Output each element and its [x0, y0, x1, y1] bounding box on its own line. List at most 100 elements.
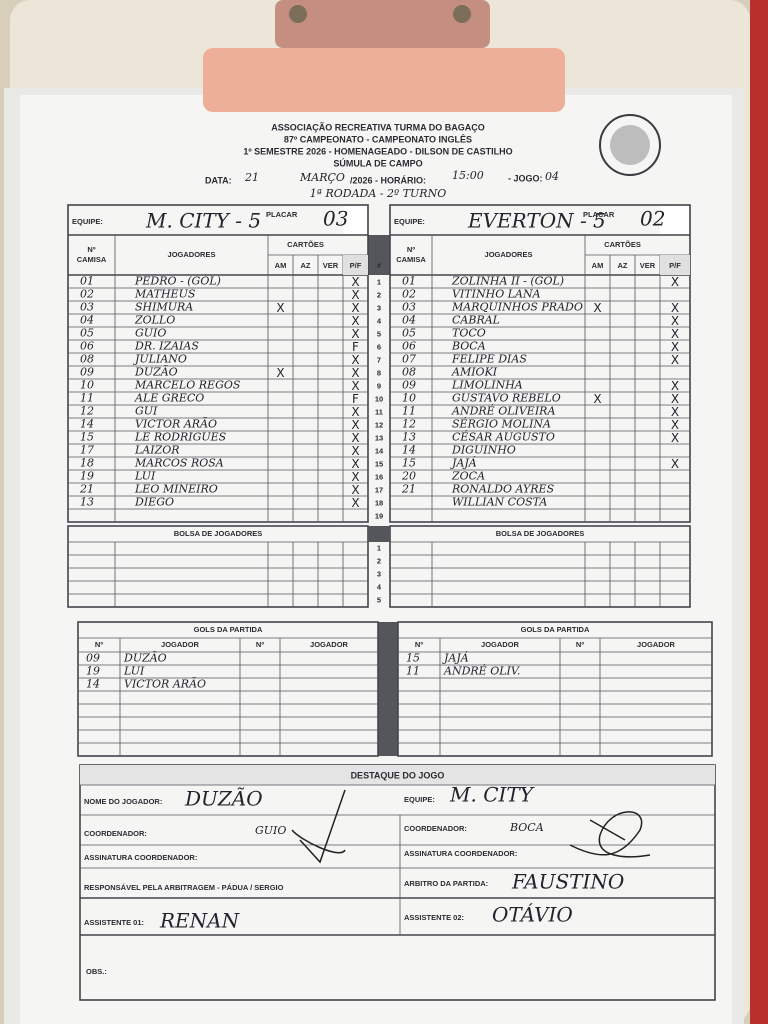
player-number: 15: [80, 431, 94, 444]
row-number: 4: [377, 316, 382, 325]
player-name: ZOCA: [451, 470, 485, 483]
col-ver: VER: [640, 261, 656, 270]
player-number: 01: [402, 275, 416, 288]
assistant1-label: ASSISTENTE 01:: [84, 918, 144, 927]
col-pf: P/F: [669, 261, 681, 270]
red-edge: [750, 0, 768, 1024]
presence: X: [351, 418, 359, 432]
player-name: MARCELO REGOS: [134, 379, 241, 392]
form: ASSOCIAÇÃO RECREATIVA TURMA DO BAGAÇO87º…: [67, 122, 716, 1001]
month: MARÇO: [299, 171, 345, 184]
player-name: SÉRGIO MOLINA: [452, 417, 551, 431]
player-name: TOCO: [452, 327, 486, 340]
presence: X: [671, 457, 679, 471]
row-number: 19: [375, 511, 383, 520]
player-name: MARCOS ROSA: [134, 457, 224, 470]
player-name: DIEGO: [134, 496, 174, 509]
goals-player-header: JOGADOR: [310, 640, 349, 649]
row-number: 8: [377, 368, 381, 377]
player-name: PEDRO - (GOL): [134, 275, 221, 288]
col-players: JOGADORES: [485, 250, 533, 259]
row-number: 1: [377, 277, 381, 286]
presence: X: [351, 431, 359, 445]
player-number: 21: [79, 483, 94, 496]
goals-title: GOLS DA PARTIDA: [521, 625, 590, 634]
player-number: 21: [401, 483, 416, 496]
presence: X: [671, 379, 679, 393]
player-number: 13: [402, 431, 416, 444]
referee-responsible: RESPONSÁVEL PELA ARBITRAGEM - PÁDUA / SE…: [84, 883, 284, 892]
goals-title: GOLS DA PARTIDA: [194, 625, 263, 634]
presence: X: [671, 418, 679, 432]
col-number: CAMISA: [396, 255, 426, 264]
presence: X: [351, 457, 359, 471]
player-name: ALE GRECO: [134, 392, 204, 405]
player-number: 20: [401, 470, 416, 483]
shade: [343, 255, 368, 275]
team-table: [67, 204, 369, 523]
presence: X: [671, 405, 679, 419]
goal-player: DUZÃO: [123, 651, 167, 665]
bench-row-number: 2: [377, 556, 381, 565]
player-name: FELIPE DIAS: [451, 353, 527, 366]
player-name: WILLIAN COSTA: [452, 496, 547, 509]
presence: X: [351, 379, 359, 393]
presence: X: [351, 327, 359, 341]
presence: X: [351, 301, 359, 315]
shade: [343, 206, 367, 234]
player-number: 11: [80, 392, 94, 405]
presence: X: [671, 392, 679, 406]
row-number: 14: [375, 446, 384, 455]
org-name: ASSOCIAÇÃO RECREATIVA TURMA DO BAGAÇO: [271, 122, 485, 132]
player-number: 03: [80, 301, 94, 314]
goal-number: 19: [86, 665, 100, 678]
card-am: X: [276, 366, 284, 380]
clip-rivet: [289, 5, 307, 23]
player-label: NOME DO JOGADOR:: [84, 797, 162, 806]
goals-number-header: Nº: [576, 640, 584, 649]
team-label: EQUIPE:: [404, 795, 435, 804]
goal-player: JAJÁ: [442, 651, 469, 665]
player-number: 07: [402, 353, 416, 366]
player-name: ZOLLO: [134, 314, 175, 327]
player-number: 12: [80, 405, 94, 418]
player-number: 03: [402, 301, 416, 314]
assistant2: OTÁVIO: [492, 903, 573, 927]
presence: X: [351, 496, 359, 510]
team-label: EQUIPE:: [72, 217, 103, 226]
col-az: AZ: [618, 261, 628, 270]
player-name: CABRAL: [452, 314, 500, 327]
date-label: DATA:: [205, 175, 232, 185]
goals-player-header: JOGADOR: [161, 640, 200, 649]
signature: [569, 811, 651, 858]
score: 02: [640, 207, 665, 231]
presence: X: [671, 431, 679, 445]
team-table: [389, 204, 691, 523]
row-number: 3: [377, 303, 381, 312]
referee: FAUSTINO: [511, 870, 624, 894]
row-number: 10: [375, 394, 383, 403]
player-name: GUIO: [135, 327, 166, 340]
row-number: 13: [375, 433, 383, 442]
shade: [80, 765, 715, 785]
game-label: - JOGO:: [508, 173, 543, 183]
player-number: 04: [80, 314, 94, 327]
presence: X: [351, 483, 359, 497]
col-ver: VER: [323, 261, 339, 270]
card-am: X: [593, 392, 601, 406]
player-number: 08: [80, 353, 94, 366]
col-players: JOGADORES: [168, 250, 216, 259]
row-number: 6: [377, 342, 381, 351]
player-number: 09: [80, 366, 94, 379]
player-number: 06: [402, 340, 416, 353]
highlight-title: DESTAQUE DO JOGO: [351, 770, 445, 780]
game: 04: [545, 170, 559, 183]
goal-number: 09: [86, 652, 100, 665]
player-name: LUI: [134, 470, 156, 483]
team-label: EQUIPE:: [394, 217, 425, 226]
player-number: 14: [402, 444, 416, 457]
player-number: 06: [80, 340, 94, 353]
bench-row-number: 4: [377, 582, 382, 591]
doc-title: SÚMULA DE CAMPO: [333, 157, 422, 168]
